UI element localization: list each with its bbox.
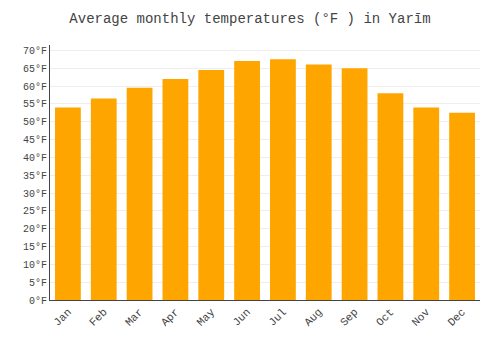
svg-text:Sep: Sep [338, 306, 360, 328]
svg-text:Aug: Aug [302, 306, 324, 328]
svg-text:Feb: Feb [87, 306, 109, 328]
svg-text:Dec: Dec [446, 306, 468, 328]
svg-text:35°F: 35°F [23, 171, 47, 182]
svg-text:Apr: Apr [159, 306, 181, 328]
svg-text:5°F: 5°F [29, 278, 47, 289]
svg-text:Nov: Nov [410, 306, 433, 329]
svg-text:25°F: 25°F [23, 206, 47, 217]
svg-text:May: May [195, 306, 218, 329]
svg-text:Jul: Jul [266, 306, 288, 328]
svg-text:70°F: 70°F [23, 46, 47, 57]
svg-text:Mar: Mar [123, 306, 145, 328]
svg-text:55°F: 55°F [23, 99, 47, 110]
svg-text:10°F: 10°F [23, 260, 47, 271]
svg-text:50°F: 50°F [23, 117, 47, 128]
svg-text:Jan: Jan [51, 306, 73, 328]
svg-text:45°F: 45°F [23, 135, 47, 146]
svg-text:Jun: Jun [231, 306, 253, 328]
svg-text:0°F: 0°F [29, 296, 47, 307]
svg-text:30°F: 30°F [23, 189, 47, 200]
svg-text:60°F: 60°F [23, 82, 47, 93]
svg-text:40°F: 40°F [23, 153, 47, 164]
svg-text:65°F: 65°F [23, 64, 47, 75]
svg-text:15°F: 15°F [23, 242, 47, 253]
svg-text:Average monthly temperatures (: Average monthly temperatures (°F ) in Ya… [69, 11, 430, 27]
svg-text:Oct: Oct [374, 306, 396, 328]
svg-text:20°F: 20°F [23, 224, 47, 235]
